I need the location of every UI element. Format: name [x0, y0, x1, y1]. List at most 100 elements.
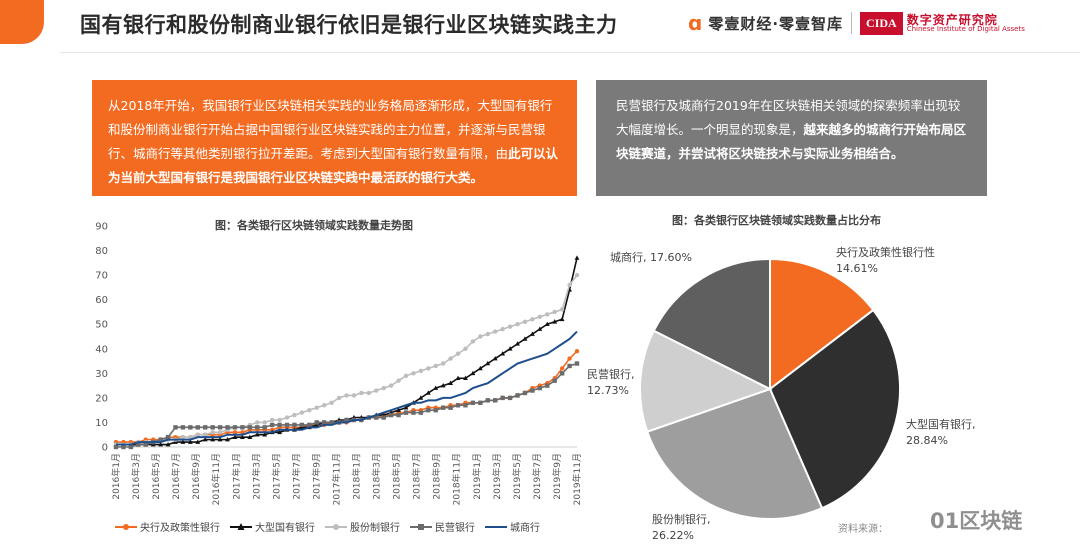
series-point [269, 417, 275, 423]
series-point [388, 412, 394, 418]
series-point [545, 383, 550, 388]
series-point [463, 375, 468, 381]
series-point [396, 407, 401, 412]
series-point [425, 390, 431, 395]
legend-swatch [485, 525, 507, 528]
series-point [344, 393, 349, 398]
series-point [559, 371, 565, 376]
series-point [180, 434, 186, 440]
series-point [262, 425, 267, 430]
series-point [158, 441, 164, 447]
series-point [418, 368, 424, 374]
series-point [217, 430, 223, 435]
x-tick-label: 2018年5月 [391, 453, 403, 500]
series-point [158, 437, 163, 442]
y-tick-label: 0 [102, 443, 108, 454]
x-tick-label: 2016年3月 [130, 453, 142, 500]
series-point [403, 373, 409, 378]
series-point [173, 425, 178, 430]
series-line [116, 330, 578, 446]
pie-label-private-bank-name: 民营银行 [587, 368, 631, 381]
brand-separator [851, 12, 853, 34]
series-point [470, 400, 476, 405]
series-point [478, 400, 483, 405]
series-point [269, 422, 275, 428]
legend-label: 股份制银行 [350, 523, 400, 534]
series-point [284, 415, 290, 420]
series-point [113, 444, 119, 450]
series-point [403, 405, 409, 410]
pie-slice-4 [652, 257, 771, 391]
series-point [411, 371, 416, 376]
series-point [485, 398, 490, 403]
series-point [559, 316, 565, 322]
legend-swatch [230, 522, 252, 530]
series-point [366, 390, 372, 396]
series-point [507, 346, 513, 351]
series-point [232, 434, 238, 439]
series-point [492, 356, 498, 361]
series-point [500, 351, 506, 356]
legend-swatch [325, 523, 347, 530]
series-point [545, 312, 550, 317]
series-point [552, 309, 557, 315]
y-tick-label: 40 [95, 344, 108, 355]
legend-swatch [410, 523, 432, 530]
series-point [440, 361, 446, 366]
series-point [277, 422, 282, 428]
x-tick-label: 2016年5月 [150, 453, 162, 500]
x-tick-label: 2016年11月 [210, 453, 222, 505]
series-point [351, 393, 357, 398]
cida-logo: CIDA [860, 11, 903, 35]
series-point [411, 410, 416, 415]
legend-label: 央行及政策性银行 [140, 523, 220, 534]
line-chart-title: 图：各类银行区块链领域实践数量走势图 [215, 219, 413, 232]
series-line [116, 257, 578, 446]
series-point [574, 255, 580, 260]
pie-label-private-bank-value: 12.73% [587, 384, 629, 397]
series-point [210, 425, 215, 430]
series-point [307, 422, 312, 428]
series-point [463, 346, 468, 351]
y-tick-label: 60 [95, 295, 108, 306]
series-point [143, 442, 148, 447]
legend-label: 城商行 [510, 523, 540, 534]
series-point [381, 415, 386, 420]
series-point [493, 398, 498, 403]
series-point [299, 422, 305, 428]
series-point [254, 432, 260, 437]
y-tick-label: 30 [95, 369, 108, 380]
series-point [507, 395, 513, 401]
series-point [433, 385, 439, 390]
pie-label-state-bank: 大型国有银行, 28.84% [906, 418, 976, 447]
x-tick-label: 2017年11月 [330, 453, 342, 505]
series-point [522, 390, 528, 396]
brand-logo-icon: ɑ [688, 11, 703, 35]
series-point [574, 349, 580, 354]
series-point [321, 403, 327, 408]
series-point [470, 339, 476, 344]
series-point [307, 407, 312, 413]
pie-label-city-bank: 城商行, 17.60% [610, 251, 692, 264]
series-point [529, 331, 535, 336]
series-point [567, 363, 572, 369]
series-point [485, 360, 491, 366]
series-point [515, 341, 520, 346]
series-point [426, 366, 431, 371]
series-point [321, 420, 327, 425]
series-4 [116, 330, 578, 446]
series-point [574, 272, 580, 278]
series-point [574, 361, 580, 366]
series-point [448, 356, 453, 361]
series-point [418, 395, 424, 400]
series-point [210, 437, 216, 442]
x-tick-label: 2018年11月 [451, 453, 463, 505]
header-accent-shape [0, 0, 44, 44]
pie-chart-title: 图：各类银行区块链领域实践数量占比分布 [672, 214, 881, 227]
x-tick-label: 2016年1月 [110, 453, 122, 500]
series-point [128, 444, 134, 450]
series-point [247, 434, 253, 439]
pie-label-central-bank-value: 14.61% [836, 262, 878, 275]
series-point [522, 319, 528, 324]
pie-label-joint-stock-name: 股份制银行 [652, 513, 707, 526]
